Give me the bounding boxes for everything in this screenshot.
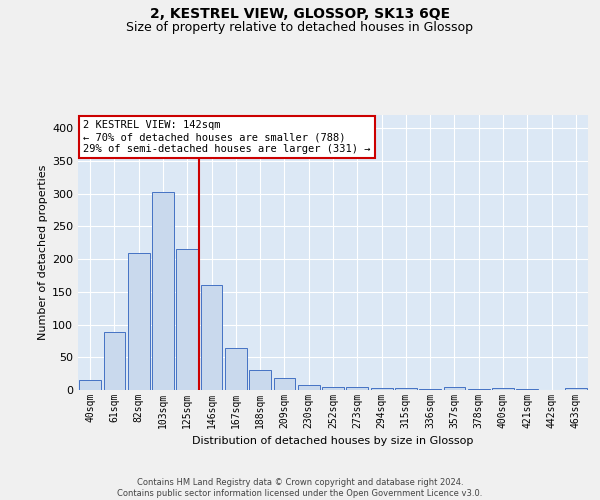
- Bar: [225, 348, 247, 390]
- Bar: [176, 249, 198, 390]
- Bar: [274, 378, 295, 390]
- Bar: [468, 388, 490, 390]
- Bar: [152, 192, 174, 390]
- Text: Size of property relative to detached houses in Glossop: Size of property relative to detached ho…: [127, 21, 473, 34]
- Bar: [249, 370, 271, 390]
- X-axis label: Distribution of detached houses by size in Glossop: Distribution of detached houses by size …: [193, 436, 473, 446]
- Bar: [371, 388, 392, 390]
- Bar: [79, 380, 101, 390]
- Y-axis label: Number of detached properties: Number of detached properties: [38, 165, 48, 340]
- Bar: [104, 332, 125, 390]
- Bar: [346, 388, 368, 390]
- Bar: [443, 388, 466, 390]
- Bar: [322, 386, 344, 390]
- Bar: [298, 385, 320, 390]
- Bar: [419, 388, 441, 390]
- Text: 2, KESTREL VIEW, GLOSSOP, SK13 6QE: 2, KESTREL VIEW, GLOSSOP, SK13 6QE: [150, 8, 450, 22]
- Text: Contains HM Land Registry data © Crown copyright and database right 2024.
Contai: Contains HM Land Registry data © Crown c…: [118, 478, 482, 498]
- Bar: [492, 388, 514, 390]
- Bar: [395, 388, 417, 390]
- Bar: [128, 252, 149, 390]
- Bar: [517, 388, 538, 390]
- Text: 2 KESTREL VIEW: 142sqm
← 70% of detached houses are smaller (788)
29% of semi-de: 2 KESTREL VIEW: 142sqm ← 70% of detached…: [83, 120, 371, 154]
- Bar: [200, 285, 223, 390]
- Bar: [565, 388, 587, 390]
